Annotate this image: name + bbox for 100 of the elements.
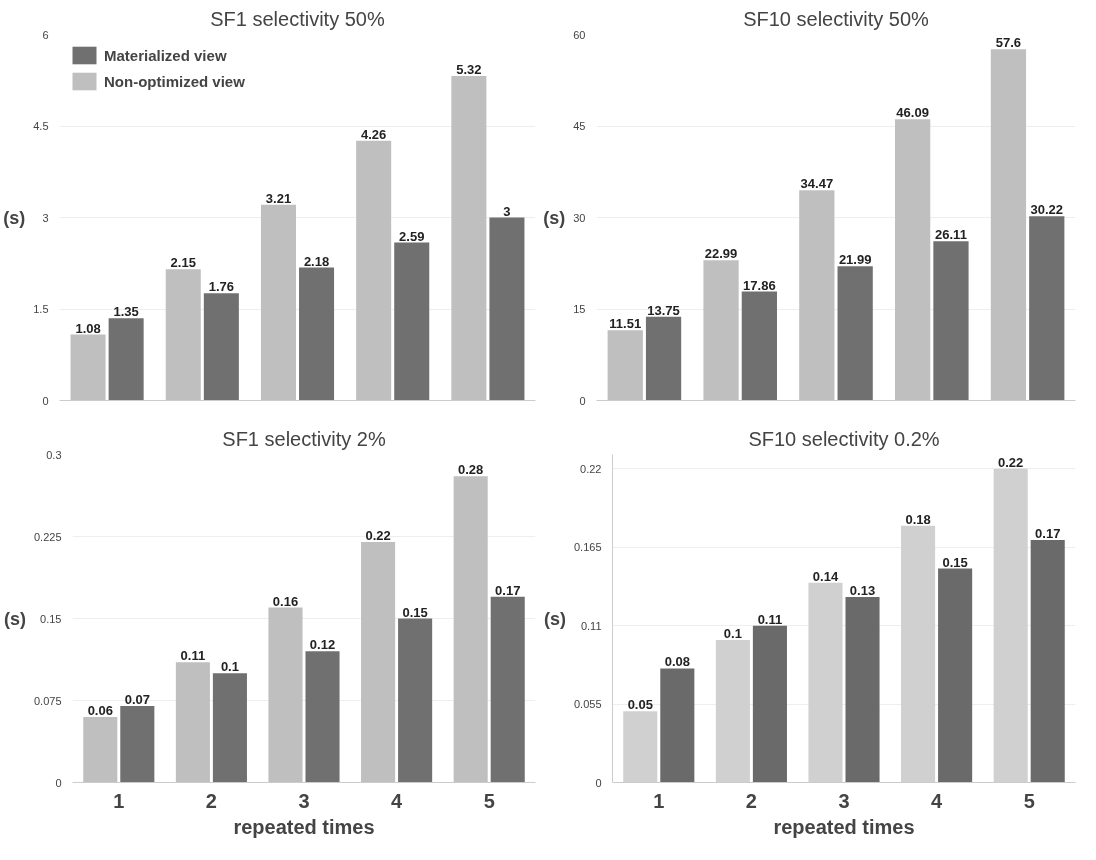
bar (299, 267, 335, 401)
y-tick-label: 0.165 (573, 541, 602, 554)
bar (70, 334, 106, 401)
y-tick-label: 0.225 (33, 530, 62, 543)
x-tick-label: 5 (483, 789, 495, 812)
data-label: 0.07 (124, 691, 150, 707)
data-label: 3.21 (265, 190, 292, 206)
data-label: 0.14 (812, 568, 839, 584)
bar (837, 266, 873, 401)
data-label: 34.47 (800, 176, 834, 192)
chart-title: SF1 selectivity 2% (222, 427, 386, 450)
bar (938, 568, 973, 783)
data-label: 0.12 (309, 637, 336, 653)
y-tick-label: 0.3 (46, 448, 62, 461)
x-axis-title: repeated times (773, 815, 915, 838)
data-label: 2.18 (303, 253, 330, 269)
data-label: 1.35 (113, 304, 139, 320)
y-tick-label: 15 (573, 303, 586, 315)
bar (108, 318, 144, 401)
x-tick-label: 2 (745, 789, 757, 812)
data-label: 1.08 (75, 320, 101, 336)
y-tick-label: 0 (55, 776, 62, 789)
y-axis-title: (s) (543, 207, 566, 228)
data-label: 0.15 (942, 554, 968, 570)
y-axis-title: (s) (3, 207, 26, 228)
y-tick-label: 0.22 (580, 462, 602, 475)
data-label: 21.99 (838, 252, 872, 268)
bar (933, 241, 969, 401)
y-tick-label: 0 (42, 394, 49, 407)
bar (895, 119, 931, 401)
x-tick-label: 4 (931, 789, 944, 812)
chart-title: SF1 selectivity 50% (210, 7, 385, 30)
y-tick-label: 1.5 (33, 303, 49, 315)
data-label: 17.86 (743, 277, 776, 293)
data-label: 57.6 (995, 35, 1022, 51)
bar (361, 541, 396, 783)
bar (305, 651, 340, 783)
x-axis-title: repeated times (233, 815, 375, 838)
x-tick-label: 1 (653, 789, 665, 812)
y-tick-label: 0.15 (40, 612, 62, 625)
y-tick-label: 30 (573, 211, 586, 224)
bar (741, 291, 777, 401)
data-label: 13.75 (647, 302, 680, 318)
bar (490, 596, 525, 783)
data-label: 0.16 (272, 593, 299, 609)
bar (175, 662, 210, 783)
data-label: 0.15 (402, 604, 428, 620)
data-label: 0.17 (495, 582, 521, 598)
y-tick-label: 6 (42, 28, 49, 41)
bar (453, 476, 488, 783)
bar (212, 673, 247, 783)
data-label: 0.22 (365, 527, 391, 543)
data-label: 0.08 (664, 654, 690, 670)
y-tick-label: 60 (573, 28, 586, 41)
data-label: 0.11 (180, 648, 206, 664)
x-tick-label: 4 (391, 789, 404, 812)
data-label: 0.18 (905, 511, 931, 527)
chart-title: SF10 selectivity 50% (743, 7, 930, 30)
data-label: 0.06 (87, 702, 113, 718)
bar (752, 625, 787, 783)
data-label: 4.26 (361, 126, 387, 142)
y-tick-label: 0.075 (33, 694, 62, 707)
y-tick-label: 0.055 (573, 698, 602, 711)
data-label: 0.28 (458, 462, 484, 478)
bar (260, 204, 296, 401)
bar (268, 607, 303, 783)
data-label: 46.09 (896, 105, 929, 121)
data-label: 11.51 (609, 316, 642, 332)
data-label: 2.59 (399, 228, 425, 244)
x-tick-label: 2 (205, 789, 217, 812)
bar (1029, 216, 1065, 401)
bar (489, 217, 525, 401)
data-label: 0.22 (998, 454, 1024, 470)
data-label: 30.22 (1030, 202, 1064, 218)
data-label: 3 (503, 203, 511, 219)
y-tick-label: 0.11 (580, 619, 602, 632)
y-tick-label: 3 (42, 211, 49, 224)
x-tick-label: 3 (838, 789, 850, 812)
bar (845, 597, 880, 783)
bar (356, 140, 392, 401)
data-label: 1.76 (208, 279, 234, 295)
chart-title: SF10 selectivity 0.2% (748, 427, 940, 450)
y-tick-label: 45 (573, 120, 586, 132)
legend-label: Non-optimized view (104, 72, 245, 90)
data-label: 5.32 (456, 61, 482, 77)
bar (165, 269, 201, 401)
data-label: 0.05 (627, 697, 653, 713)
data-label: 0.1 (220, 659, 239, 675)
bar (394, 242, 430, 401)
data-label: 22.99 (704, 246, 738, 262)
bar (203, 293, 239, 401)
data-label: 2.15 (170, 255, 196, 271)
y-tick-label: 0 (595, 776, 602, 789)
data-label: 0.1 (723, 625, 742, 641)
bar (398, 618, 433, 783)
y-tick-label: 0 (579, 394, 586, 407)
bar (703, 260, 739, 401)
x-tick-label: 3 (298, 789, 310, 812)
bar (990, 49, 1027, 401)
bar (83, 716, 118, 783)
